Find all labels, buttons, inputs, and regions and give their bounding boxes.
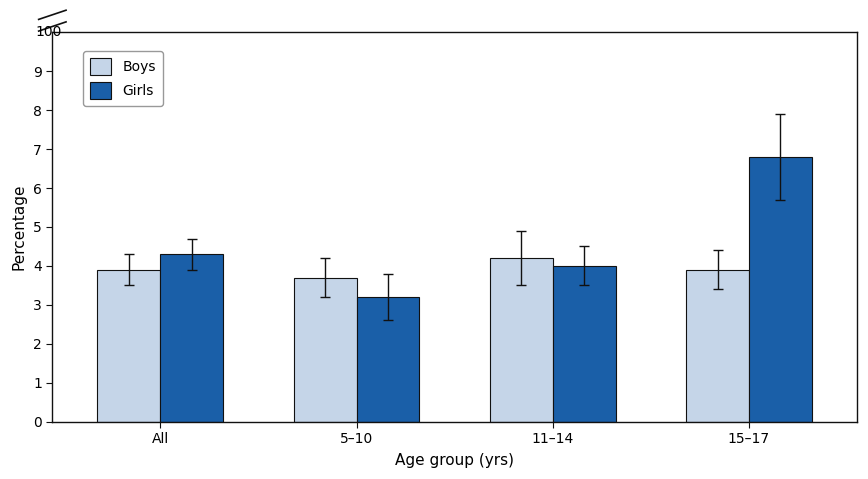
Y-axis label: Percentage: Percentage: [11, 183, 26, 270]
Bar: [97, 270, 161, 422]
Bar: [749, 157, 812, 422]
Bar: [357, 297, 419, 422]
X-axis label: Age group (yrs): Age group (yrs): [395, 453, 514, 468]
Text: 100: 100: [36, 25, 62, 39]
Bar: [687, 270, 749, 422]
Legend: Boys, Girls: Boys, Girls: [83, 51, 163, 106]
Bar: [293, 277, 357, 422]
Bar: [161, 254, 223, 422]
Bar: [553, 266, 615, 422]
Bar: [490, 258, 553, 422]
